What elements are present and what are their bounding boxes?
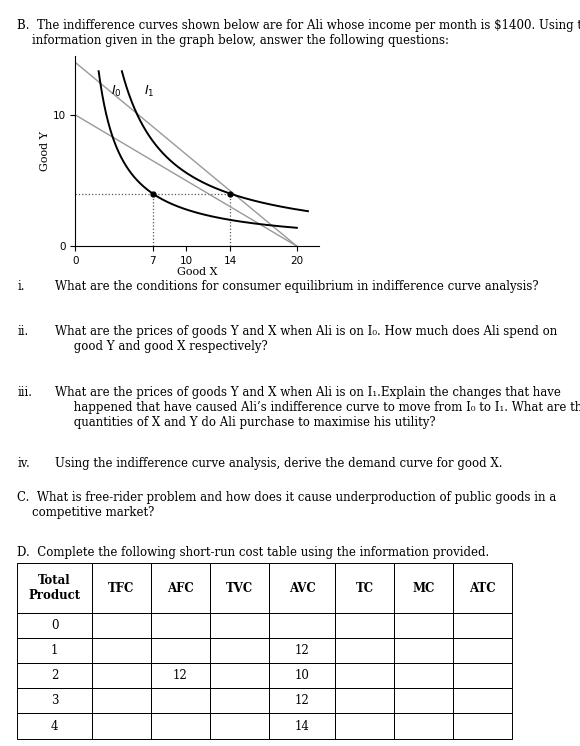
Bar	[335, 563, 394, 613]
Bar	[335, 613, 394, 639]
Bar	[269, 713, 335, 739]
Bar	[151, 639, 210, 663]
Bar	[17, 713, 92, 739]
Bar	[92, 563, 151, 613]
Text: 12: 12	[295, 695, 309, 707]
Bar	[269, 563, 335, 613]
Bar	[151, 563, 210, 613]
Text: What are the prices of goods Y and X when Ali is on I₁.Explain the changes that : What are the prices of goods Y and X whe…	[55, 386, 580, 430]
Text: What are the conditions for consumer equilibrium in indifference curve analysis?: What are the conditions for consumer equ…	[55, 280, 539, 292]
Bar	[453, 689, 512, 713]
Bar	[17, 663, 92, 689]
Bar	[394, 689, 453, 713]
Bar	[151, 663, 210, 689]
Bar	[269, 613, 335, 639]
Text: 12: 12	[295, 645, 309, 657]
X-axis label: Good X: Good X	[177, 267, 218, 278]
Text: iii.: iii.	[17, 386, 32, 399]
Bar	[394, 613, 453, 639]
Bar	[210, 663, 269, 689]
Text: 1: 1	[51, 645, 58, 657]
Bar	[92, 713, 151, 739]
Bar	[210, 713, 269, 739]
Bar	[453, 663, 512, 689]
Bar	[269, 689, 335, 713]
Bar	[394, 563, 453, 613]
Bar	[394, 713, 453, 739]
Bar	[17, 563, 92, 613]
Bar	[269, 639, 335, 663]
Bar	[151, 689, 210, 713]
Y-axis label: Good Y: Good Y	[40, 131, 50, 171]
Bar	[394, 639, 453, 663]
Bar	[335, 713, 394, 739]
Text: iv.: iv.	[17, 457, 30, 470]
Text: MC: MC	[412, 582, 435, 595]
Bar	[335, 639, 394, 663]
Bar	[92, 689, 151, 713]
Bar	[210, 563, 269, 613]
Text: 12: 12	[173, 669, 187, 683]
Text: $I_1$: $I_1$	[144, 84, 154, 99]
Text: ATC: ATC	[469, 582, 496, 595]
Text: $I_0$: $I_0$	[111, 84, 122, 99]
Bar	[17, 639, 92, 663]
Bar	[210, 689, 269, 713]
Bar	[453, 713, 512, 739]
Text: AFC: AFC	[167, 582, 194, 595]
Bar	[17, 613, 92, 639]
Text: What are the prices of goods Y and X when Ali is on I₀. How much does Ali spend : What are the prices of goods Y and X whe…	[55, 325, 557, 353]
Bar	[92, 663, 151, 689]
Text: Total
Product: Total Product	[28, 574, 81, 602]
Text: 4: 4	[51, 720, 59, 733]
Bar	[269, 663, 335, 689]
Text: 0: 0	[51, 619, 59, 633]
Bar	[151, 613, 210, 639]
Bar	[210, 639, 269, 663]
Bar	[335, 689, 394, 713]
Bar	[453, 613, 512, 639]
Bar	[335, 663, 394, 689]
Text: TVC: TVC	[226, 582, 253, 595]
Text: C.  What is free-rider problem and how does it cause underproduction of public g: C. What is free-rider problem and how do…	[17, 491, 557, 519]
Text: TC: TC	[356, 582, 374, 595]
Bar	[210, 613, 269, 639]
Bar	[453, 563, 512, 613]
Bar	[151, 713, 210, 739]
Bar	[92, 639, 151, 663]
Text: D.  Complete the following short-run cost table using the information provided.: D. Complete the following short-run cost…	[17, 546, 490, 559]
Bar	[453, 639, 512, 663]
Text: 3: 3	[51, 695, 59, 707]
Bar	[394, 663, 453, 689]
Text: Using the indifference curve analysis, derive the demand curve for good X.: Using the indifference curve analysis, d…	[55, 457, 503, 470]
Text: 10: 10	[295, 669, 309, 683]
Text: B.  The indifference curves shown below are for Ali whose income per month is $1: B. The indifference curves shown below a…	[17, 19, 580, 47]
Text: 14: 14	[295, 720, 309, 733]
Text: i.: i.	[17, 280, 25, 292]
Text: 2: 2	[51, 669, 58, 683]
Text: TFC: TFC	[108, 582, 135, 595]
Bar	[92, 613, 151, 639]
Text: ii.: ii.	[17, 325, 28, 337]
Text: AVC: AVC	[289, 582, 316, 595]
Bar	[17, 689, 92, 713]
